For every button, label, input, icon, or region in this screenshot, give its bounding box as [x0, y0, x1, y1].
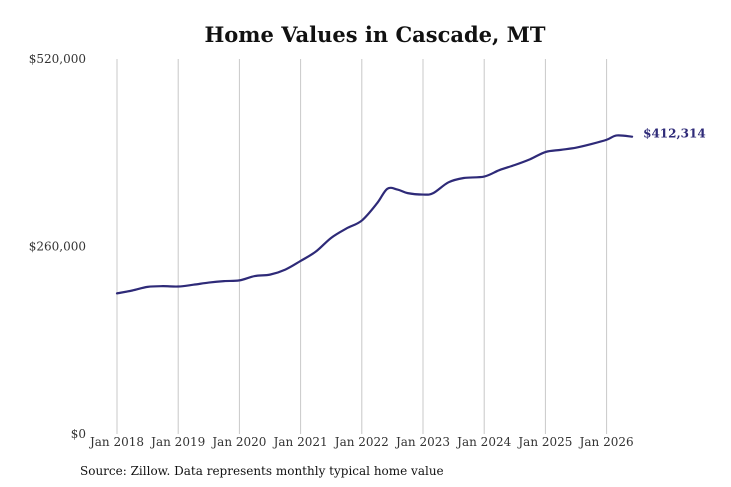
x-tick-label: Jan 2024	[455, 435, 511, 449]
end-value-label: $412,314	[643, 127, 706, 141]
chart-title: Home Values in Cascade, MT	[204, 22, 545, 47]
source-note: Source: Zillow. Data represents monthly …	[80, 464, 444, 478]
x-tick-label: Jan 2018	[88, 435, 144, 449]
y-tick-label: $260,000	[29, 240, 86, 254]
x-tick-label: Jan 2019	[149, 435, 205, 449]
series-layer: $412,314	[115, 127, 706, 295]
x-tick-label: Jan 2026	[578, 435, 634, 449]
grid-lines	[116, 59, 608, 434]
x-axis: Jan 2018 Jan 2019 Jan 2020 Jan 2021 Jan 2022…	[88, 435, 634, 449]
x-tick-label: Jan 2022	[333, 435, 389, 449]
series-line	[115, 134, 634, 295]
x-tick-label: Jan 2021	[272, 435, 328, 449]
y-axis: $0 $260,000 $520,000	[29, 52, 86, 441]
x-tick-label: Jan 2023	[394, 435, 450, 449]
x-tick-label: Jan 2020	[210, 435, 266, 449]
x-tick-label: Jan 2025	[516, 435, 572, 449]
y-tick-label: $0	[71, 427, 86, 441]
y-tick-label: $520,000	[29, 52, 86, 66]
